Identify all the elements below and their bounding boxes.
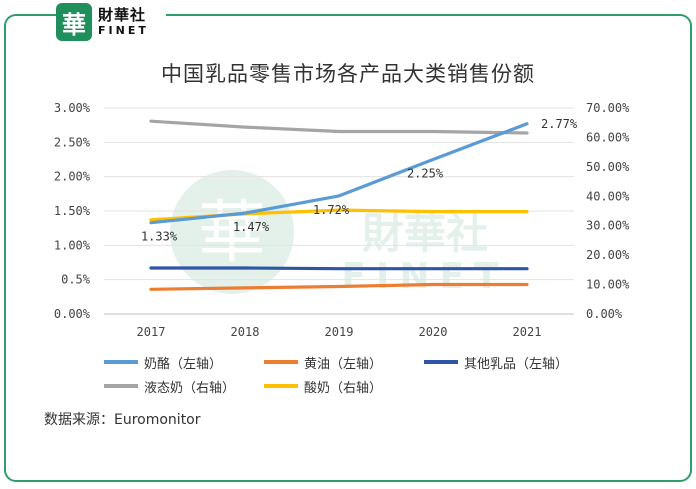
left-axis-tick-label: 0.00% [54,307,91,321]
left-axis-tick-label: 3.00% [54,101,91,115]
data-label-cheese: 1.33% [141,230,178,244]
watermark-circle-icon [170,170,294,294]
data-label-cheese: 1.72% [313,203,350,217]
left-axis-tick-label: 2.50% [54,135,91,149]
source-note: 数据来源：Euromonitor [44,412,201,428]
watermark-text-cn: 財華社 [362,209,488,258]
watermark-logo-char: 華 [198,194,266,273]
watermark: 華 財華社 FINET [170,170,508,297]
right-axis-tick-label: 30.00% [586,219,630,233]
left-axis-tick-label: 0.5% [61,273,91,287]
series-line-3 [149,119,529,135]
legend-item-liquid-milk: 液态奶（右轴） [104,377,264,396]
right-axis-tick-label: 20.00% [586,248,630,262]
brand-name-cn: 財華社 [98,6,147,24]
chart-legend: 奶酪（左轴） 黄油（左轴） 其他乳品（左轴） 液态奶（右轴） 酸奶（右轴） [104,350,624,398]
legend-label-other-dairy: 其他乳品（左轴） [464,356,569,372]
data-label-cheese: 1.47% [233,220,270,234]
x-axis-tick-label: 2017 [137,325,166,339]
right-axis-tick-label: 60.00% [586,130,630,144]
chart-frame [4,14,692,482]
legend-label-butter: 黄油（左轴） [304,356,383,372]
right-axis-tick-label: 50.00% [586,160,630,174]
chart-title: 中国乳品零售市场各产品大类销售份额 [161,62,535,86]
series-line-2 [149,266,529,271]
legend-swatch-yogurt [264,384,298,388]
series-line-0 [149,122,529,225]
legend-item-cheese: 奶酪（左轴） [104,353,264,372]
legend-label-liquid-milk: 液态奶（右轴） [144,380,236,396]
left-axis-tick-label: 1.00% [54,238,91,252]
data-label-cheese: 2.25% [407,167,444,181]
right-axis-tick-label: 10.00% [586,278,630,292]
legend-swatch-liquid-milk [104,384,138,388]
x-axis-tick-label: 2021 [513,325,542,339]
left-axis-tick-label: 2.00% [54,170,91,184]
brand-badge-icon: 華 [56,3,92,41]
series-line-1 [149,282,529,291]
data-label-cheese: 2.77% [541,117,578,131]
legend-item-yogurt: 酸奶（右轴） [264,377,424,396]
brand-logo: 華 財華社 FINET [56,0,166,44]
legend-label-cheese: 奶酪（左轴） [144,356,223,372]
legend-item-butter: 黄油（左轴） [264,353,424,372]
legend-label-yogurt: 酸奶（右轴） [304,380,383,396]
watermark-text-en: FINET [341,256,508,297]
right-axis-tick-label: 0.00% [586,307,623,321]
brand-name-en: FINET [98,24,149,37]
legend-swatch-other-dairy [424,360,458,364]
right-axis-tick-label: 40.00% [586,189,630,203]
x-axis-tick-label: 2018 [231,325,260,339]
legend-swatch-butter [264,360,298,364]
x-axis-tick-label: 2020 [419,325,448,339]
legend-item-other-dairy: 其他乳品（左轴） [424,353,624,372]
x-axis-tick-label: 2019 [325,325,354,339]
left-axis-tick-label: 1.50% [54,204,91,218]
legend-swatch-cheese [104,360,138,364]
right-axis-tick-label: 70.00% [586,101,630,115]
